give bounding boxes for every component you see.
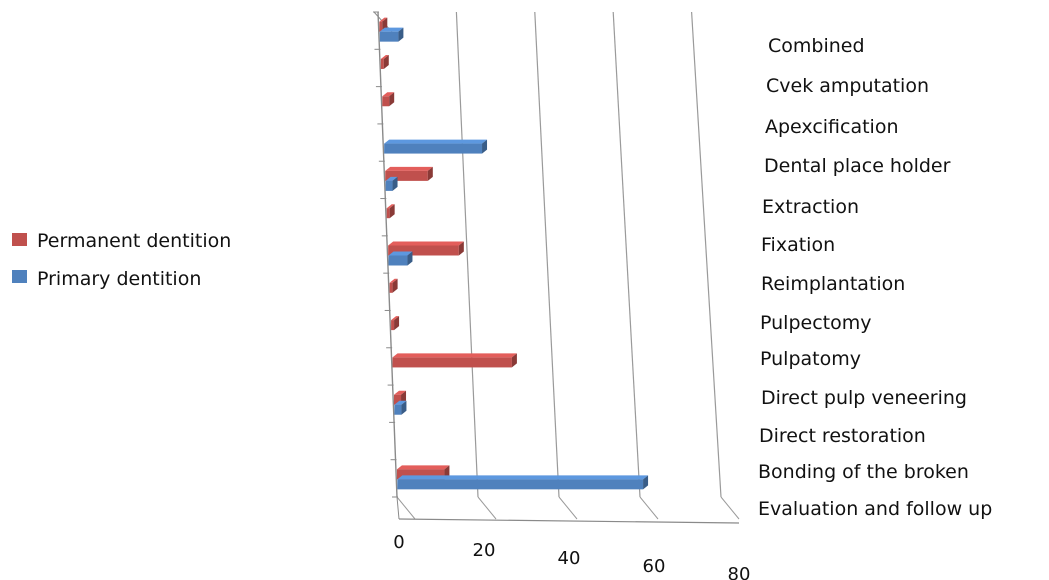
legend-label-primary: Primary dentition [37,268,201,290]
bar-primary [397,475,649,490]
bar-permanent [392,353,517,368]
category-label: Pulpectomy [760,312,871,334]
axes [373,11,740,524]
gridline [691,11,722,498]
category-label: Direct restoration [759,425,926,447]
category-label: Fixation [761,234,835,256]
gridline [612,11,641,498]
floor-gridline [477,496,497,520]
legend-swatch-permanent [12,233,27,246]
x-tick-labels: 0 20 40 60 80 [393,532,750,580]
bar-primary [379,27,404,42]
category-label: Cvek amputation [766,75,929,97]
category-label: Extraction [762,196,859,218]
legend-label-permanent: Permanent dentition [37,230,231,252]
bars [379,17,649,490]
y-axis-line [377,11,398,498]
bar-primary [385,176,398,191]
bar-permanent [389,278,398,293]
bar-primary [388,251,413,266]
category-label: Bonding of the broken [758,461,969,483]
category-label: Dental place holder [764,155,951,177]
x-tick-label: 0 [393,532,404,553]
gridline [534,11,560,498]
bar-permanent [380,54,389,69]
floor-gridline [720,496,740,520]
floor-gridline [396,496,416,520]
legend-swatch-primary [12,270,27,283]
x-tick-label: 40 [558,548,581,569]
category-label: Apexcification [765,116,899,138]
category-label: Combined [768,35,865,57]
bar-permanent [388,241,464,256]
bar-permanent [385,166,433,181]
category-label: Direct pulp veneering [761,387,967,409]
x-tick-label: 80 [728,564,751,580]
gridlines [396,11,740,520]
bar-permanent [386,204,395,219]
category-label: Pulpatomy [760,348,861,370]
x-tick-label: 60 [643,556,666,577]
bar-permanent [396,465,450,480]
category-labels: Evaluation and follow up Bonding of the b… [758,35,992,520]
x-tick-label: 20 [473,540,496,561]
bar-permanent [382,92,395,107]
floor-gridline [639,496,659,520]
floor-left-edge [396,496,400,520]
floor-gridline [558,496,578,520]
bar-primary [394,400,407,415]
bar-permanent [391,316,400,331]
legend: Permanent dentition Primary dentition [12,230,231,290]
category-label: Evaluation and follow up [758,498,992,520]
floor-front-edge [398,518,740,524]
category-label: Reimplantation [761,273,905,295]
gridline [455,11,479,498]
bar-primary [384,139,488,154]
